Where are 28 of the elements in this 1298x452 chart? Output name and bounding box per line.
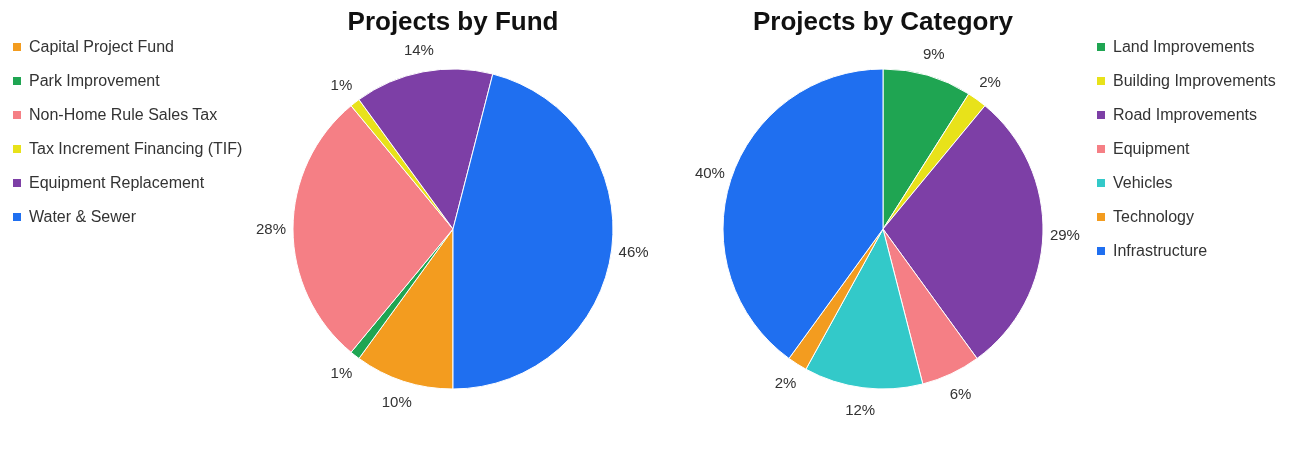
legend-label: Vehicles (1113, 174, 1173, 191)
data-label: 29% (1049, 225, 1080, 243)
legend-label: Technology (1113, 208, 1194, 225)
chart-title: Projects by Category (752, 6, 1014, 36)
legend-label: Infrastructure (1113, 242, 1208, 259)
legend-label: Non-Home Rule Sales Tax (29, 106, 218, 123)
legend-label: Equipment Replacement (29, 174, 205, 191)
data-label: 2% (979, 72, 1001, 90)
legend-label: Land Improvements (1113, 38, 1255, 55)
data-label: 10% (381, 393, 412, 411)
legend-label: Capital Project Fund (29, 38, 174, 55)
legend-label: Water & Sewer (29, 208, 137, 225)
legend-label: Park Improvement (29, 72, 161, 89)
legend-label: Building Improvements (1113, 72, 1276, 89)
data-label: 46% (618, 242, 649, 260)
chart-title: Projects by Fund (347, 6, 559, 36)
data-label: 28% (255, 220, 287, 237)
legend-label: Equipment (1113, 140, 1191, 157)
data-label: 14% (403, 41, 434, 59)
data-label: 12% (845, 400, 876, 418)
data-label: 6% (949, 384, 972, 402)
data-label: 40% (694, 163, 725, 181)
data-label: 2% (774, 373, 797, 391)
legend-label: Tax Increment Financing (TIF) (29, 140, 243, 157)
data-label: 1% (330, 363, 353, 381)
data-label: 1% (330, 76, 353, 94)
data-label: 9% (922, 45, 945, 63)
legend-label: Road Improvements (1113, 106, 1258, 123)
